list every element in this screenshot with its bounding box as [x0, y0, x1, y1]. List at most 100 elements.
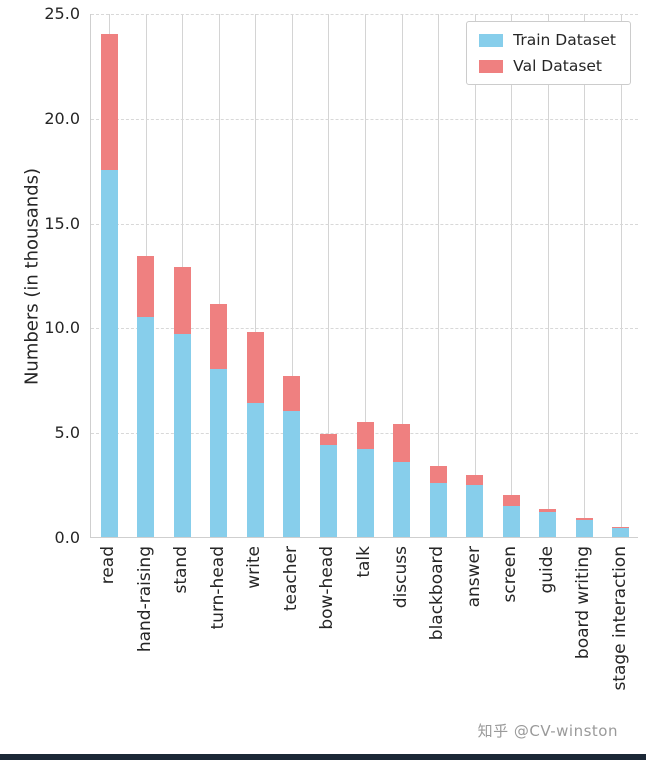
bar-segment-train — [173, 333, 191, 537]
bar-segment-train — [137, 316, 155, 537]
legend-swatch-val — [479, 59, 504, 73]
x-tick-turn-head: turn-head — [200, 546, 237, 732]
x-tick-label: screen — [500, 546, 521, 603]
bar-bow-head — [319, 434, 337, 537]
vertical-gridline — [438, 14, 440, 537]
y-tick-label: 5.0 — [54, 423, 80, 443]
bar-segment-train — [539, 511, 557, 537]
bar-hand-raising — [137, 256, 155, 537]
legend: Train Dataset Val Dataset — [466, 21, 631, 85]
bar-segment-train — [100, 170, 118, 537]
bar-segment-train — [356, 448, 374, 537]
bar-segment-train — [612, 527, 630, 537]
legend-entry-train: Train Dataset — [479, 31, 616, 49]
bar-segment-train — [502, 505, 520, 537]
bar-segment-val — [612, 526, 630, 528]
bar-board-writing — [575, 518, 593, 537]
y-axis-label: Numbers (in thousands) — [21, 167, 43, 386]
bar-segment-val — [393, 423, 411, 462]
bar-teacher — [283, 375, 301, 537]
vertical-gridline — [620, 14, 622, 537]
bar-segment-val — [502, 495, 520, 506]
bar-segment-train — [429, 482, 447, 537]
bar-stand — [173, 266, 191, 537]
vertical-gridline — [218, 14, 220, 537]
vertical-gridline — [401, 14, 403, 537]
bar-segment-train — [466, 484, 484, 537]
bar-segment-train — [319, 444, 337, 537]
x-tick-label: guide — [536, 546, 557, 594]
bar-turn-head — [210, 304, 228, 537]
vertical-gridline — [365, 14, 366, 537]
x-tick-label: turn-head — [207, 546, 228, 630]
x-tick-bow-head: bow-head — [309, 546, 346, 732]
bar-segment-val — [173, 266, 191, 334]
horizontal-gridline — [91, 14, 638, 15]
bar-read — [100, 33, 118, 537]
bar-segment-val — [539, 508, 557, 512]
x-tick-screen: screen — [492, 546, 529, 732]
bar-segment-val — [100, 33, 118, 171]
bar-segment-train — [393, 461, 411, 537]
vertical-gridline — [328, 14, 330, 537]
y-tick-label: 0.0 — [54, 528, 80, 547]
x-tick-label: discuss — [390, 546, 411, 609]
x-tick-answer: answer — [455, 546, 492, 732]
bar-segment-val — [575, 518, 593, 521]
bar-answer — [466, 475, 484, 537]
y-tick-label: 25.0 — [44, 4, 80, 23]
vertical-gridline — [474, 14, 476, 537]
x-tick-guide: guide — [528, 546, 565, 732]
legend-label-val: Val Dataset — [513, 57, 603, 75]
vertical-gridline — [584, 14, 586, 537]
x-tick-label: stage interaction — [609, 546, 630, 691]
bar-talk — [356, 421, 374, 537]
horizontal-gridline — [91, 223, 638, 225]
x-tick-label: blackboard — [427, 546, 448, 641]
x-tick-label: talk — [353, 546, 374, 578]
y-tick-label: 10.0 — [44, 318, 80, 338]
x-tick-teacher: teacher — [273, 546, 310, 732]
x-axis-labels: read hand-raising stand turn-head write teach… — [90, 546, 638, 732]
legend-entry-val: Val Dataset — [479, 57, 616, 75]
x-tick-discuss: discuss — [382, 546, 419, 732]
bar-segment-val — [466, 475, 484, 485]
horizontal-gridline — [91, 118, 638, 120]
bar-segment-val — [210, 304, 228, 370]
y-tick-label: 20.0 — [44, 108, 80, 128]
vertical-gridline — [291, 14, 293, 537]
bar-segment-train — [283, 411, 301, 537]
x-tick-label: bow-head — [317, 546, 338, 630]
bar-segment-train — [246, 402, 264, 537]
y-tick-label: 15.0 — [44, 213, 80, 233]
vertical-gridline — [255, 14, 257, 537]
bar-blackboard — [429, 465, 447, 537]
legend-label-train: Train Dataset — [513, 31, 616, 49]
bar-segment-val — [429, 465, 447, 483]
x-tick-label: teacher — [280, 546, 301, 612]
x-tick-label: stand — [171, 546, 192, 594]
bar-segment-val — [356, 421, 374, 449]
bar-stage-interaction — [612, 526, 630, 537]
x-tick-label: write — [244, 546, 265, 589]
bar-segment-train — [575, 520, 593, 537]
bar-discuss — [393, 423, 411, 537]
vertical-gridline — [511, 14, 513, 537]
x-tick-label: board writing — [573, 546, 594, 660]
bar-segment-train — [210, 369, 228, 537]
x-tick-label: hand-raising — [134, 546, 155, 653]
x-tick-stage-interaction: stage interaction — [601, 546, 638, 732]
legend-swatch-train — [479, 33, 504, 47]
x-tick-write: write — [236, 546, 273, 732]
x-tick-talk: talk — [346, 546, 383, 732]
bar-segment-val — [319, 434, 337, 445]
x-tick-read: read — [90, 546, 127, 732]
x-tick-label: read — [98, 546, 119, 585]
bar-segment-val — [137, 256, 155, 317]
bar-segment-val — [283, 375, 301, 412]
plot-area: Train Dataset Val Dataset — [90, 14, 638, 538]
bar-segment-val — [246, 331, 264, 403]
bottom-divider — [0, 754, 646, 760]
x-tick-label: answer — [463, 546, 484, 608]
